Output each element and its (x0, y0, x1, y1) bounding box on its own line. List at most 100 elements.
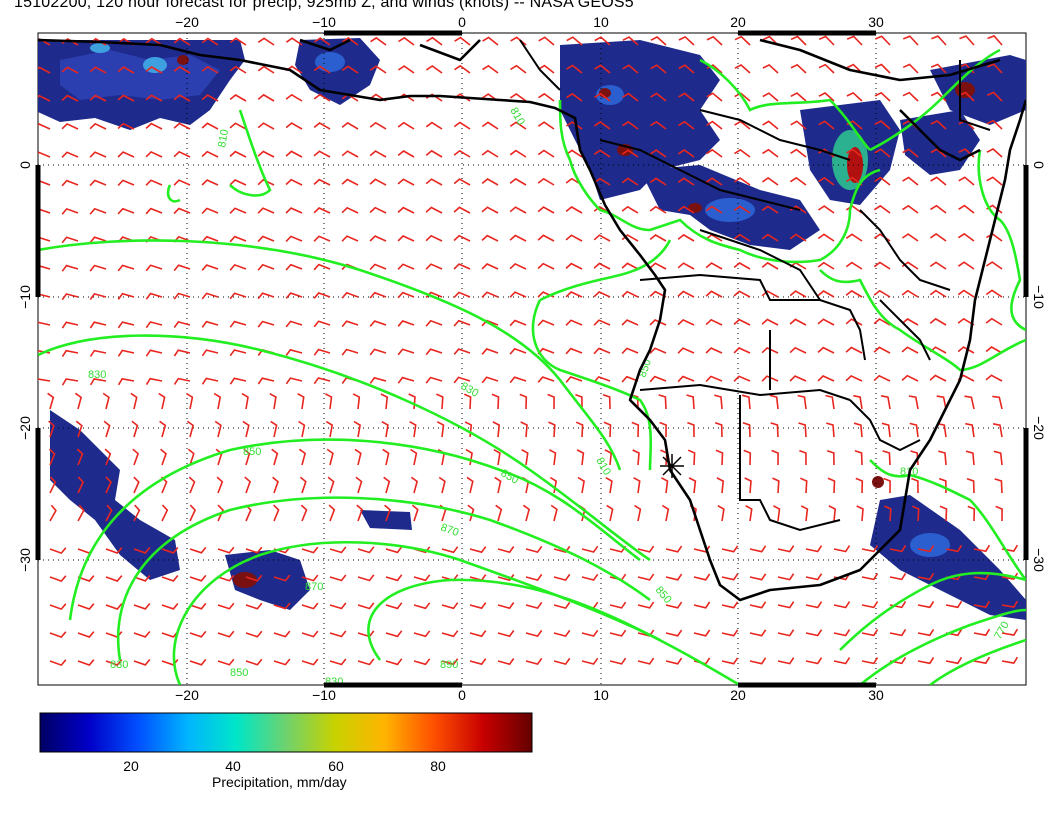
wind-barb (369, 376, 387, 384)
wind-barb (257, 93, 275, 102)
wind-barb (133, 658, 151, 666)
wind-barb (357, 658, 375, 666)
wind-barb (884, 505, 892, 522)
wind-barb (189, 602, 207, 610)
wind-barb (257, 320, 275, 328)
wind-barb (285, 235, 303, 243)
wind-barb (409, 421, 417, 438)
wind-barb (186, 420, 195, 438)
wind-barb (397, 150, 415, 158)
wind-barb (117, 321, 135, 329)
wind-barb (201, 292, 219, 300)
wind-barb (89, 349, 107, 357)
lon-tick-label: 10 (593, 687, 609, 703)
wind-barb (882, 450, 891, 466)
wind-barb (217, 574, 235, 582)
wind-barb (159, 420, 167, 438)
wind-barb (497, 546, 515, 554)
wind-barb (525, 657, 543, 666)
wind-barb (145, 349, 163, 357)
wind-barb (930, 148, 947, 158)
wind-barb (413, 574, 431, 582)
wind-barb (705, 262, 723, 270)
wind-barb (548, 421, 556, 438)
height-contours (38, 48, 1026, 685)
wind-barb (1001, 628, 1019, 636)
wind-barb (902, 63, 919, 74)
wind-barb (833, 657, 851, 665)
wind-barb (693, 573, 711, 581)
wind-barb (537, 149, 555, 158)
wind-barb (621, 234, 639, 242)
contour-label: 830 (88, 369, 106, 381)
wind-barb (769, 394, 779, 410)
wind-barb (357, 602, 375, 610)
wind-barb (75, 420, 83, 438)
wind-barb (721, 573, 739, 581)
wind-barb (385, 658, 403, 666)
wind-barb (313, 235, 331, 242)
wind-barb (547, 393, 555, 410)
wind-barb (298, 448, 307, 466)
wind-barb (931, 35, 947, 46)
wind-barb (229, 263, 247, 271)
wind-barb (987, 35, 1003, 46)
wind-barb (917, 656, 935, 665)
wind-barb (385, 546, 403, 554)
wind-barb (173, 150, 191, 158)
wind-barb (436, 393, 444, 410)
wind-barb (357, 546, 375, 554)
wind-barb (538, 92, 555, 102)
wind-barb (622, 64, 639, 74)
wind-barb (117, 264, 135, 272)
wind-barb (621, 149, 639, 158)
wind-barb (453, 206, 471, 214)
wind-barb (341, 121, 359, 130)
wind-barb (693, 601, 711, 609)
wind-barb (131, 420, 139, 438)
lon-tick-label: 20 (730, 687, 746, 703)
wind-barb (721, 601, 739, 609)
wind-barb (734, 64, 751, 74)
wind-barb (145, 207, 163, 215)
wind-barb (745, 505, 753, 522)
wind-barb (995, 505, 1003, 522)
wind-barb (741, 394, 751, 410)
wind-barb (285, 320, 303, 328)
lat-labels-right: 0 −10 −20 −30 (1031, 161, 1047, 572)
wind-barb (61, 321, 79, 329)
wind-barb (509, 319, 527, 327)
wind-barb (649, 205, 667, 214)
wind-barb (243, 448, 251, 466)
wind-barb (985, 317, 1003, 326)
wind-barb (846, 63, 863, 74)
wind-barb (77, 504, 85, 522)
wind-barb (229, 65, 247, 74)
wind-barb (799, 477, 808, 494)
wind-barb (677, 233, 695, 242)
wind-barb (493, 449, 501, 466)
wind-barb (285, 348, 303, 356)
wind-barb (380, 393, 389, 410)
wind-barb (861, 657, 879, 665)
wind-barb (566, 36, 583, 46)
wind-barb (145, 66, 163, 74)
wind-barb (509, 291, 527, 298)
wind-barb (581, 629, 599, 637)
wind-barb (688, 477, 697, 494)
wind-barb (930, 176, 947, 186)
wind-barb (481, 291, 499, 298)
wind-barb (828, 505, 837, 522)
wind-barb (313, 122, 331, 130)
wind-barb (957, 261, 975, 270)
wind-barb (873, 261, 891, 270)
colorbar-tick-label: 80 (430, 758, 446, 774)
wind-barb (245, 630, 263, 638)
wind-barb (117, 377, 135, 386)
wind-barb (716, 477, 725, 494)
wind-barb (285, 207, 303, 214)
wind-barb (575, 421, 584, 438)
wind-barb (805, 629, 823, 637)
wind-barb (805, 545, 823, 553)
wind-barb (853, 394, 863, 410)
